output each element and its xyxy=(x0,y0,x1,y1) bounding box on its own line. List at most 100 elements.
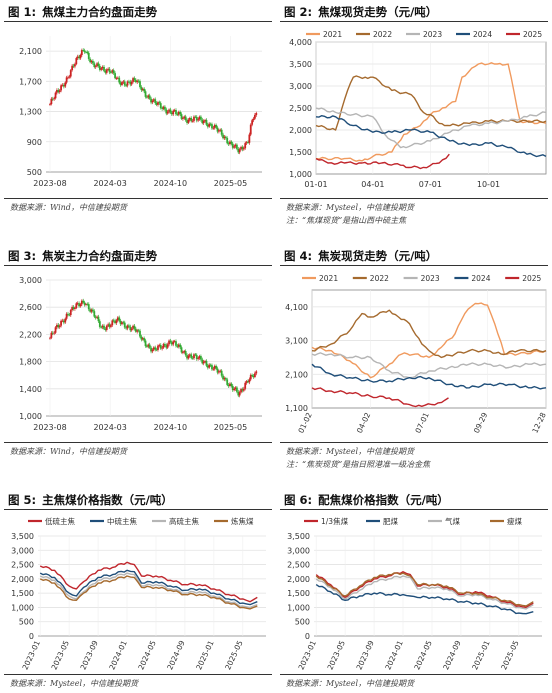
candle-body xyxy=(118,77,121,83)
candle-body xyxy=(96,316,98,318)
x-tick-label: 2024-10 xyxy=(154,179,187,188)
candle-body xyxy=(123,322,126,328)
y-tick-label: 1,800 xyxy=(19,358,42,367)
candle-body xyxy=(146,96,148,98)
legend-label: 肥煤 xyxy=(383,516,398,526)
data-source: 数据来源：Mysteel，中信建投期货 xyxy=(286,203,415,212)
candle-body xyxy=(68,314,71,316)
candle-body xyxy=(162,344,165,348)
candle-body xyxy=(206,124,209,127)
x-tick-label: 2023-01 xyxy=(297,639,318,671)
candle-body xyxy=(137,330,140,332)
candle-body xyxy=(80,300,83,305)
data-source: 数据来源：Wind，中信建投期货 xyxy=(10,203,127,212)
candle-body xyxy=(154,347,157,350)
legend-label: 2025 xyxy=(523,30,542,39)
chart-p3: 1,000 1,400 1,800 2,200 2,600 3,000 2023-08 202… xyxy=(19,276,262,432)
candle-body xyxy=(75,303,78,309)
x-tick-label: 2023-08 xyxy=(33,179,66,188)
y-tick-label: 2,000 xyxy=(287,575,310,584)
candle-body xyxy=(122,81,125,83)
candle-body xyxy=(170,112,173,115)
candle-body xyxy=(190,118,193,122)
candle-body xyxy=(229,141,231,145)
candle-body xyxy=(75,58,78,65)
candle-body xyxy=(69,310,72,316)
candle-body xyxy=(82,50,85,51)
y-tick-label: 1,000 xyxy=(287,603,310,612)
series-line-2023 xyxy=(315,107,547,149)
candle-body xyxy=(197,358,200,360)
x-tick-label: 2024-01 xyxy=(383,639,404,671)
candle-body xyxy=(97,63,100,66)
series-line-2022 xyxy=(315,75,547,131)
legend-label: 2024 xyxy=(471,274,490,283)
candle-body xyxy=(202,361,205,364)
legend-label: 2021 xyxy=(319,274,338,283)
candle-body xyxy=(154,99,157,103)
candle-body xyxy=(87,304,90,310)
candle-body xyxy=(126,325,129,329)
y-tick-label: 2,000 xyxy=(11,575,34,584)
x-tick-label: 10-01 xyxy=(477,180,500,189)
candle-body xyxy=(173,110,176,111)
x-tick-label: 2023-09 xyxy=(354,639,375,671)
candle-body xyxy=(93,63,96,68)
candle-body xyxy=(132,325,134,329)
y-tick-label: 3,100 xyxy=(285,337,308,346)
candle-body xyxy=(115,78,118,79)
candle-body xyxy=(193,354,195,359)
candle-body xyxy=(226,138,229,144)
candle-body xyxy=(80,50,83,56)
candle-body xyxy=(49,337,51,339)
panel-fig1: 图 1: 焦煤主力合约盘面走势 500 900 1,300 1,700 2,100 2023… xyxy=(0,0,276,231)
candle-body xyxy=(107,68,110,70)
candle-body xyxy=(204,360,206,362)
candle-body xyxy=(56,90,58,93)
candle-body xyxy=(247,381,249,383)
candle-body xyxy=(187,119,190,123)
candle-body xyxy=(51,98,54,100)
candle-body xyxy=(125,327,128,329)
candle-body xyxy=(85,51,87,53)
candle-body xyxy=(218,371,220,373)
candle-body xyxy=(111,320,114,326)
candle-body xyxy=(72,65,75,67)
chart-p5: 0 500 1,000 1,500 2,000 2,500 3,000 3,500 2023-0… xyxy=(11,516,266,671)
candle-body xyxy=(65,77,68,83)
series-line-2023 xyxy=(311,352,547,379)
y-tick-label: 1,500 xyxy=(287,589,310,598)
series-line-2024 xyxy=(315,115,547,158)
candle-body xyxy=(150,347,152,352)
candle-body xyxy=(188,118,191,120)
candle-body xyxy=(64,82,67,87)
y-tick-label: 500 xyxy=(27,168,42,177)
x-tick-label: 2025-05 xyxy=(223,639,244,671)
candle-body xyxy=(86,51,89,53)
candle-body xyxy=(53,332,56,334)
chart-note: 注：“焦煤现货”是指山西中硫主焦 xyxy=(286,216,407,225)
candle-body xyxy=(90,309,93,312)
candle-body xyxy=(85,304,87,305)
candle-body xyxy=(168,109,170,112)
candle-body xyxy=(186,355,188,359)
candle-body xyxy=(76,303,79,305)
candle-body xyxy=(129,81,132,85)
candle-body xyxy=(197,119,200,121)
x-tick-label: 07-01 xyxy=(419,180,442,189)
candle-body xyxy=(112,320,115,322)
candle-body xyxy=(244,143,247,149)
candle-body xyxy=(62,84,65,87)
candle-body xyxy=(172,341,175,345)
chart-title: 图 4: 焦炭现货走势（元/吨） xyxy=(284,249,438,263)
candle-body xyxy=(208,364,211,368)
candle-body xyxy=(182,118,184,119)
y-tick-label: 2,100 xyxy=(19,47,42,56)
x-tick-label: 2023-05 xyxy=(50,639,71,671)
candle-body xyxy=(104,70,107,73)
data-source: 数据来源：Mysteel，中信建投期货 xyxy=(286,679,415,688)
candle-body xyxy=(128,325,130,327)
candle-body xyxy=(114,320,116,324)
candle-body xyxy=(98,321,101,327)
candle-body xyxy=(146,346,148,347)
